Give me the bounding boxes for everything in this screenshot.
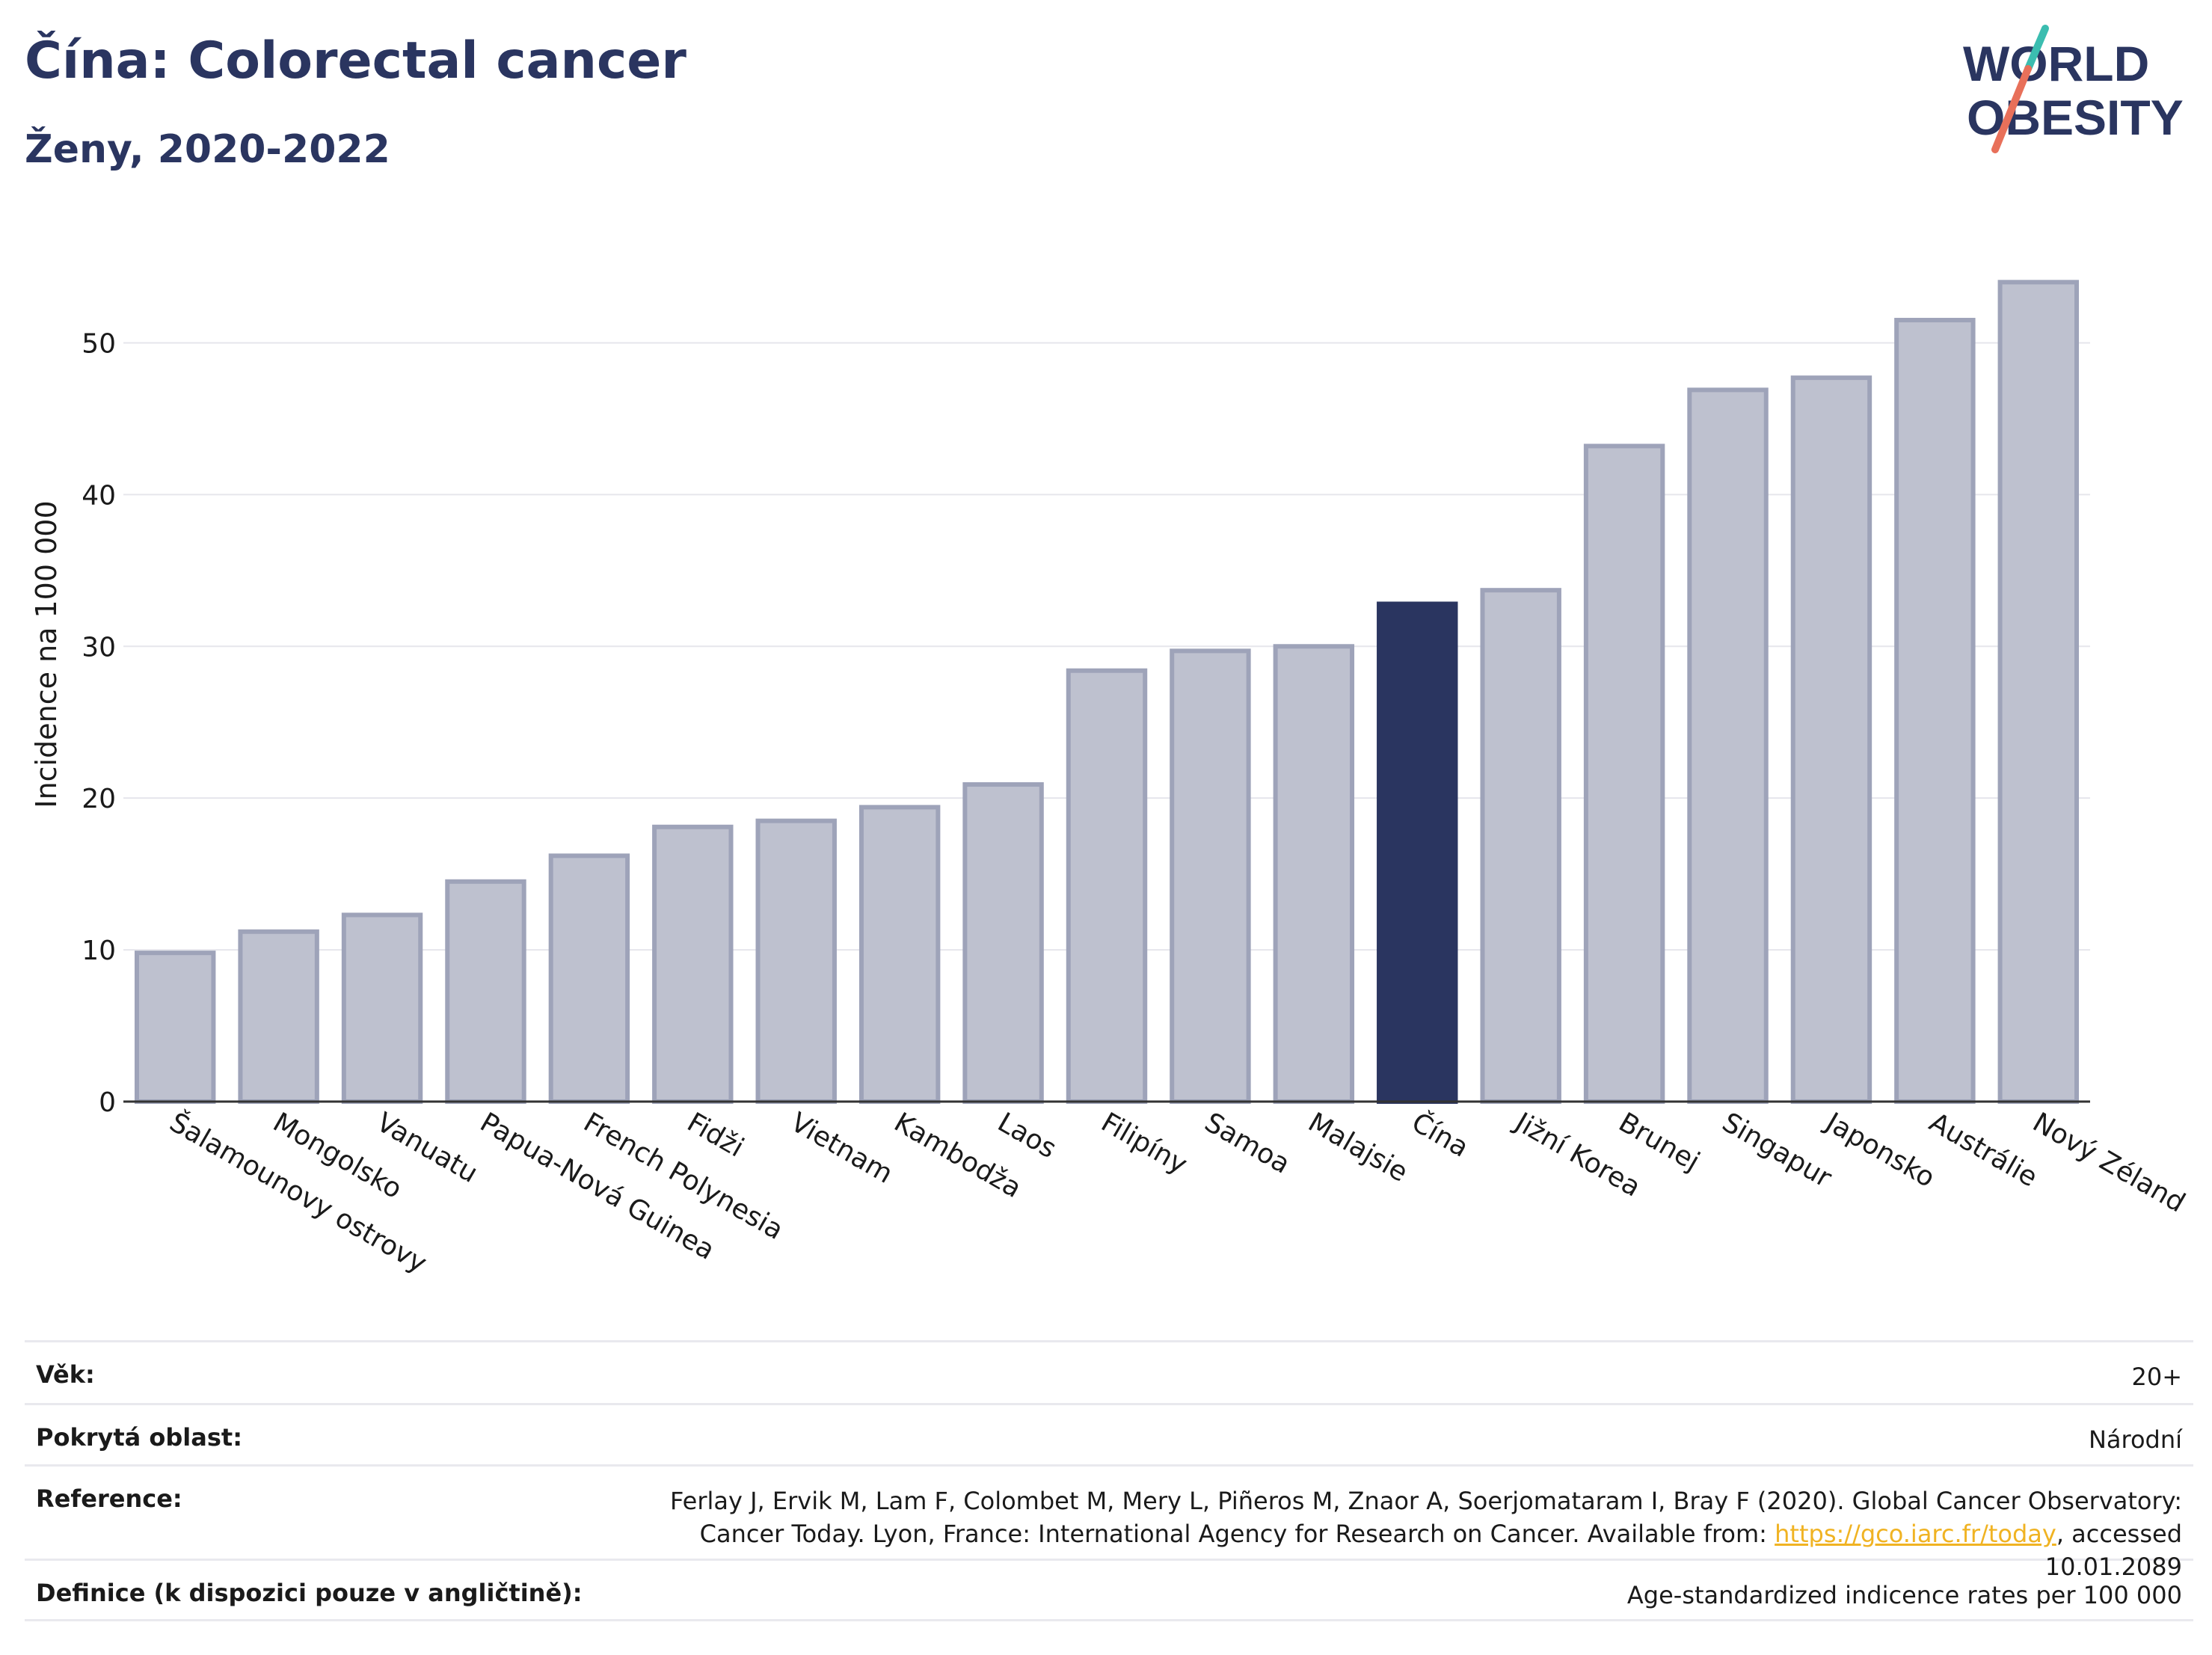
definition-value: Age-standardized indicence rates per 100… — [1626, 1581, 2182, 1609]
y-axis-ticks: 0 10 20 30 40 50 — [82, 328, 116, 1118]
bar-6 — [755, 818, 837, 1104]
bar-12 — [1377, 601, 1458, 1104]
bar-15 — [1687, 387, 1769, 1104]
y-tick-label: 10 — [82, 936, 116, 966]
x-tick-label: Samoa — [1199, 1107, 1295, 1180]
bar-13 — [1480, 588, 1561, 1104]
meta-row-area: Pokrytá oblast: Národní — [25, 1403, 2193, 1464]
bar-11 — [1273, 644, 1355, 1104]
logo-text-top: WORLD — [1963, 36, 2149, 91]
x-tick-label: Nový Zéland — [2027, 1107, 2190, 1218]
x-tick-label: Vietnam — [785, 1107, 897, 1190]
y-tick-label: 50 — [82, 328, 116, 359]
metadata-table: Věk: 20+ Pokrytá oblast: Národní Referen… — [25, 1340, 2193, 1621]
bar-1 — [238, 929, 319, 1104]
x-tick-label: Japonsko — [1819, 1106, 1940, 1194]
bar-5 — [652, 824, 734, 1104]
reference-text-1: Ferlay J, Ervik M, Lam F, Colombet M, Me… — [670, 1487, 2182, 1548]
age-label: Věk: — [36, 1360, 95, 1389]
x-tick-label: Fidži — [682, 1107, 749, 1163]
reference-link[interactable]: https://gco.iarc.fr/today — [1775, 1520, 2056, 1548]
x-tick-label: Singapur — [1717, 1107, 1837, 1194]
page-subtitle: Ženy, 2020-2022 — [25, 127, 390, 172]
area-value: Národní — [2088, 1425, 2182, 1454]
x-axis-tick-labels: Šalamounovy ostrovyMongolskoVanuatuPapua… — [165, 1106, 2190, 1279]
area-label: Pokrytá oblast: — [36, 1423, 242, 1452]
y-tick-label: 30 — [82, 632, 116, 663]
meta-row-definition: Definice (k dispozici pouze v angličtině… — [25, 1559, 2193, 1621]
bar-10 — [1170, 648, 1251, 1104]
meta-row-age: Věk: 20+ — [25, 1340, 2193, 1403]
logo-slash-coral-icon — [1991, 65, 2032, 153]
bar-7 — [858, 805, 941, 1104]
definition-label: Definice (k dispozici pouze v angličtině… — [36, 1579, 583, 1607]
y-tick-label: 20 — [82, 784, 116, 814]
bars — [134, 280, 2080, 1105]
reference-label: Reference: — [36, 1484, 182, 1513]
x-tick-label: Malajsie — [1303, 1107, 1413, 1188]
bar-3 — [445, 879, 526, 1105]
logo-slash-teal-icon — [2024, 25, 2049, 73]
age-value: 20+ — [2131, 1363, 2182, 1391]
bar-0 — [134, 951, 216, 1104]
bar-4 — [548, 853, 630, 1104]
page-title: Čína: Colorectal cancer — [25, 31, 686, 90]
y-tick-label: 0 — [99, 1087, 116, 1118]
meta-row-reference: Reference: Ferlay J, Ervik M, Lam F, Col… — [25, 1464, 2193, 1581]
bar-chart: 0 10 20 30 40 50 Šalamounovy ostrovyMongolsko… — [30, 280, 2190, 1279]
x-tick-label: Austrálie — [1924, 1107, 2042, 1193]
world-obesity-logo: WORLD OBESITY — [1963, 25, 2184, 153]
x-tick-label: Filipíny — [1096, 1107, 1193, 1180]
reference-text-2: , accessed 10.01.2089 — [2044, 1520, 2182, 1581]
y-axis-label: Incidence na 100 000 — [30, 500, 63, 808]
bar-18 — [1997, 280, 2080, 1105]
bar-16 — [1790, 375, 1872, 1104]
bar-8 — [962, 782, 1044, 1105]
bar-14 — [1583, 443, 1665, 1104]
x-tick-label: Čína — [1407, 1106, 1474, 1163]
bar-17 — [1894, 318, 1976, 1104]
bar-9 — [1066, 668, 1148, 1104]
y-tick-label: 40 — [82, 480, 116, 511]
x-tick-label: Laos — [992, 1107, 1061, 1164]
bar-2 — [341, 912, 423, 1105]
reference-value: Ferlay J, Ervik M, Lam F, Colombet M, Me… — [612, 1484, 2182, 1583]
